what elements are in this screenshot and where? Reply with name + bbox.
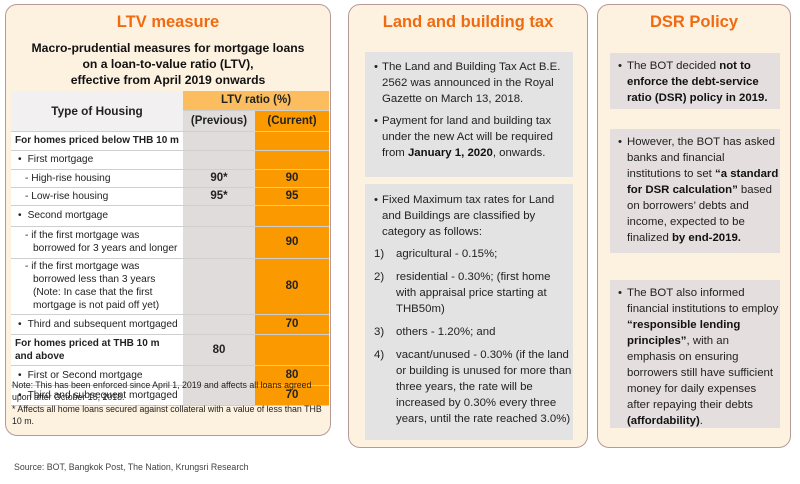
current-value	[255, 131, 329, 151]
ltv-subtitle-line: on a loan-to-value ratio (LTV),	[82, 57, 254, 71]
ltv-subtitle-line: Macro-prudential measures for mortgage l…	[31, 41, 305, 55]
current-value: 90	[255, 226, 329, 259]
header-ltv-ratio: LTV ratio (%)	[183, 91, 329, 111]
rate-text: others - 1.20%; and	[396, 326, 496, 338]
row-label: - High-rise housing	[11, 169, 183, 188]
table-row: - if the first mortgage was borrowed for…	[11, 226, 329, 259]
previous-value	[183, 226, 255, 259]
row-label: - Low-rise housing	[11, 187, 183, 206]
land-bullet: Fixed Maximum tax rates for Land and Bui…	[365, 192, 573, 240]
ltv-subtitle-line: effective from April 2019 onwards	[70, 73, 266, 87]
text: The BOT decided	[627, 60, 720, 72]
text: , with an emphasis on ensuring borrowers…	[627, 335, 774, 411]
dsr-title: DSR Policy	[649, 13, 739, 31]
text: Payment for land and building tax under …	[382, 115, 553, 159]
previous-value: 95*	[183, 187, 255, 206]
row-label: - if the first mortgage was borrowed les…	[11, 258, 183, 315]
ltv-notes: Note: This has been enforced since April…	[12, 379, 328, 427]
rate-number: 1)	[374, 248, 385, 260]
table-row: - Low-rise housing 95* 95	[11, 187, 329, 206]
dsr-box: However, the BOT has asked banks and fin…	[610, 129, 780, 253]
previous-value	[183, 365, 255, 386]
rate-item: 1) agricultural - 0.15%;	[365, 246, 573, 262]
table-row: First mortgage	[11, 150, 329, 170]
table-row: For homes priced below THB 10 m	[11, 131, 329, 151]
rate-item: 2) residential - 0.30%; (first home with …	[365, 269, 573, 317]
emphasis: January 1, 2020	[407, 147, 493, 159]
current-value: 70	[255, 385, 329, 406]
previous-value: 90*	[183, 169, 255, 188]
dsr-bullet: However, the BOT has asked banks and fin…	[610, 129, 780, 246]
ltv-title: LTV measure	[116, 13, 220, 31]
ltv-note: Note: This has been enforced since April…	[12, 380, 312, 402]
table-row: First or Second mortgage 80	[11, 365, 329, 386]
rate-item: 3) others - 1.20%; and	[365, 324, 573, 340]
dsr-policy-panel: DSR Policy The BOT decided not to enforc…	[597, 4, 791, 448]
emphasis: (affordability)	[627, 415, 700, 427]
row-label: - if the first mortgage was borrowed for…	[11, 226, 183, 259]
table-row: - High-rise housing 90* 90	[11, 169, 329, 188]
table-row: Third and subsequent mortgaged 70	[11, 385, 329, 406]
dsr-box: The BOT decided not to enforce the debt-…	[610, 53, 780, 109]
land-bullet: The Land and Building Tax Act B.E. 2562 …	[365, 59, 573, 107]
ltv-table: Type of Housing LTV ratio (%) (Previous)…	[11, 91, 329, 406]
current-value: 90	[255, 169, 329, 188]
rate-text: vacant/unused - 0.30% (if the land or bu…	[396, 349, 572, 425]
row-label: First mortgage	[11, 150, 183, 170]
land-bullet: Payment for land and building tax under …	[365, 113, 573, 161]
dsr-bullet: The BOT decided not to enforce the debt-…	[610, 53, 780, 106]
ltv-subtitle: Macro-prudential measures for mortgage l…	[6, 40, 330, 88]
land-info-box: The Land and Building Tax Act B.E. 2562 …	[365, 52, 573, 177]
ltv-measure-panel: LTV measure Macro-prudential measures fo…	[5, 4, 331, 436]
current-value: 80	[255, 365, 329, 386]
text: However, the BOT has asked banks and fin…	[627, 136, 775, 180]
row-label: Third and subsequent mortgaged	[11, 314, 183, 335]
header-previous: (Previous)	[183, 110, 255, 132]
row-label: For homes priced at THB 10 m and above	[11, 334, 183, 366]
previous-value	[183, 205, 255, 227]
previous-value	[183, 385, 255, 406]
rate-number: 4)	[374, 349, 385, 361]
current-value: 70	[255, 314, 329, 335]
rate-number: 2)	[374, 271, 385, 283]
current-value	[255, 205, 329, 227]
dsr-bullet: The BOT also informed financial institut…	[610, 280, 780, 429]
land-rates-box: Fixed Maximum tax rates for Land and Bui…	[365, 184, 573, 440]
emphasis: “responsible lending principles”	[627, 319, 741, 347]
land-building-tax-panel: Land and building tax The Land and Build…	[348, 4, 588, 448]
header-type-of-housing: Type of Housing	[11, 91, 183, 132]
previous-value	[183, 258, 255, 315]
header-current: (Current)	[255, 110, 329, 132]
dsr-box: The BOT also informed financial institut…	[610, 280, 780, 428]
previous-value	[183, 131, 255, 151]
rate-text: agricultural - 0.15%;	[396, 248, 498, 260]
ltv-footnote: * Affects all home loans secured against…	[12, 404, 322, 426]
rate-item: 4) vacant/unused - 0.30% (if the land or …	[365, 347, 573, 427]
table-row: - if the first mortgage was borrowed les…	[11, 258, 329, 315]
previous-value: 80	[183, 334, 255, 366]
current-value: 80	[255, 258, 329, 315]
table-row: For homes priced at THB 10 m and above 8…	[11, 334, 329, 366]
source-line: Source: BOT, Bangkok Post, The Nation, K…	[14, 462, 249, 472]
table-row: Second mortgage	[11, 205, 329, 227]
emphasis: not to enforce the debt-service ratio (D…	[627, 60, 768, 104]
text: based on borrowers’ debts and income, ex…	[627, 184, 772, 244]
current-value: 95	[255, 187, 329, 206]
text: , onwards.	[492, 147, 546, 159]
previous-value	[183, 150, 255, 170]
row-label: Third and subsequent mortgaged	[11, 385, 183, 406]
emphasis: “a standard for DSR calculation”	[627, 168, 779, 196]
row-label: For homes priced below THB 10 m	[11, 131, 183, 151]
text: The BOT also informed financial institut…	[627, 287, 779, 315]
row-label: Second mortgage	[11, 205, 183, 227]
previous-value	[183, 314, 255, 335]
current-value	[255, 150, 329, 170]
rate-text: residential - 0.30%; (first home with ap…	[396, 271, 551, 315]
land-title: Land and building tax	[382, 13, 554, 31]
rate-number: 3)	[374, 326, 385, 338]
text: .	[699, 415, 703, 427]
current-value	[255, 334, 329, 366]
table-row: Third and subsequent mortgaged 70	[11, 314, 329, 335]
emphasis: by end-2019.	[671, 232, 741, 244]
